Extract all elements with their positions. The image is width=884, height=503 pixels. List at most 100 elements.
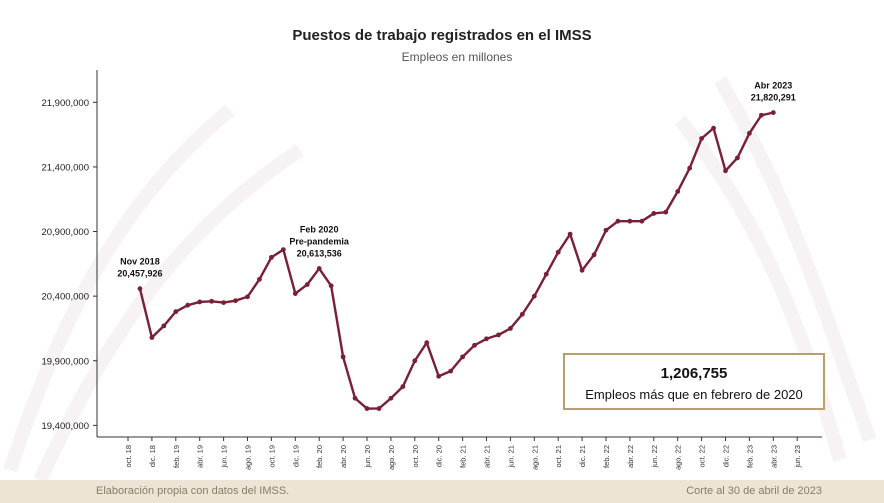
x-tick-label: jun. 22 [650,445,659,469]
data-point [173,309,179,315]
x-tick-label: dic. 18 [148,445,157,467]
x-tick-label: feb. 20 [315,445,324,468]
y-axis: 21,900,000 21,400,000 20,900,000 20,400,000… [41,70,98,437]
data-point [543,271,549,277]
data-point [770,110,776,116]
data-point [448,368,454,374]
data-point [436,373,442,379]
data-point [723,168,728,174]
data-point [304,282,310,287]
x-tick-label: feb. 19 [172,445,181,468]
x-tick-label: ago. 22 [674,445,683,470]
data-point [292,291,298,296]
annotation-label: 20,457,926 [117,269,162,279]
annotation-label: 20,613,536 [297,249,342,259]
data-point [233,298,238,304]
x-tick-label: dic. 21 [578,445,587,467]
data-point [340,354,346,360]
data-point [388,395,394,401]
data-point [651,211,657,216]
data-point [400,384,406,390]
data-point [735,155,740,161]
data-point [269,254,274,260]
data-point [364,406,370,411]
x-tick-label: abr. 20 [339,445,348,468]
data-point [603,227,609,233]
x-tick-label: ago. 20 [387,445,396,470]
x-tick-label: feb. 22 [602,445,611,468]
data-point [472,342,477,348]
x-tick-label: oct. 20 [411,445,420,468]
data-point [591,252,597,258]
data-point [496,332,501,338]
data-point [687,165,693,171]
annotation-label: Feb 2020 [300,225,339,235]
data-point [209,298,215,304]
footer-cutoff: Corte al 30 de abril de 2023 [686,485,822,497]
y-tick-label: 19,900,000 [41,356,89,367]
y-tick-label: 21,400,000 [41,162,89,173]
footer-band: Elaboración propia con datos del IMSS. C… [0,480,884,503]
data-point [328,283,334,289]
data-point [567,231,573,237]
chart-title: Puestos de trabajo registrados en el IMS… [292,27,591,44]
x-tick-label: dic. 22 [722,445,731,467]
data-point [185,302,191,308]
data-point [484,336,489,342]
x-tick-label: feb. 21 [459,445,468,468]
annotations: Nov 2018 20,457,926 Feb 2020 Pre-pandemia 20… [117,81,795,279]
data-point [627,218,633,224]
x-tick-label: oct. 19 [267,445,276,468]
data-point [747,130,752,136]
annotation-label: Nov 2018 [120,257,160,267]
x-tick-label: jun. 20 [363,445,372,469]
data-point [137,286,143,292]
data-point [460,354,465,360]
data-point [531,293,537,299]
x-tick-label: ago. 21 [530,445,539,470]
y-tick-labels: 21,900,000 21,400,000 20,900,000 20,400,000… [41,98,97,432]
data-point [639,218,645,224]
data-point [519,311,525,317]
y-tick-label: 20,400,000 [41,292,89,303]
x-tick-label: jun. 23 [793,445,802,469]
x-tick-label: abr. 23 [769,445,778,468]
footer-background [0,480,884,503]
annotation-label: Pre-pandemia [289,237,350,247]
data-point [758,112,764,118]
data-point [245,294,250,300]
y-tick-label: 21,900,000 [41,98,89,109]
x-tick-label: dic. 20 [435,445,444,467]
data-point [555,249,561,255]
data-point [221,300,227,306]
data-point [257,276,262,282]
y-tick-label: 20,900,000 [41,227,89,238]
data-point [161,323,167,329]
x-tick-label: oct. 18 [124,445,133,468]
data-point [663,209,669,215]
callout-label: Empleos más que en febrero de 2020 [585,387,803,402]
data-point [316,266,322,271]
background-ornament [3,76,877,483]
y-tick-label: 19,400,000 [41,421,89,432]
data-point [149,335,155,340]
data-point [711,125,716,131]
data-point [412,358,418,364]
annotation-label: Abr 2023 [754,81,792,91]
callout-box: 1,206,755 Empleos más que en febrero de … [563,353,825,410]
x-tick-label: oct. 22 [698,445,707,468]
x-tick-label: ago. 19 [244,445,253,470]
data-point [376,406,382,411]
x-tick-label: oct. 21 [554,445,563,468]
x-tick-label: abr. 21 [483,445,492,468]
x-tick-label: feb. 23 [745,445,754,468]
data-point [280,247,286,253]
x-tick-label: abr. 19 [196,445,205,468]
x-tick-labels: oct. 18 dic. 18 feb. 19 abr. 19 jun. 19 ago. … [124,437,802,470]
data-point [508,326,513,331]
annotation-label: 21,820,291 [751,93,796,103]
data-point [615,218,621,224]
chart-subtitle: Empleos en millones [402,50,513,64]
data-point [675,189,681,194]
